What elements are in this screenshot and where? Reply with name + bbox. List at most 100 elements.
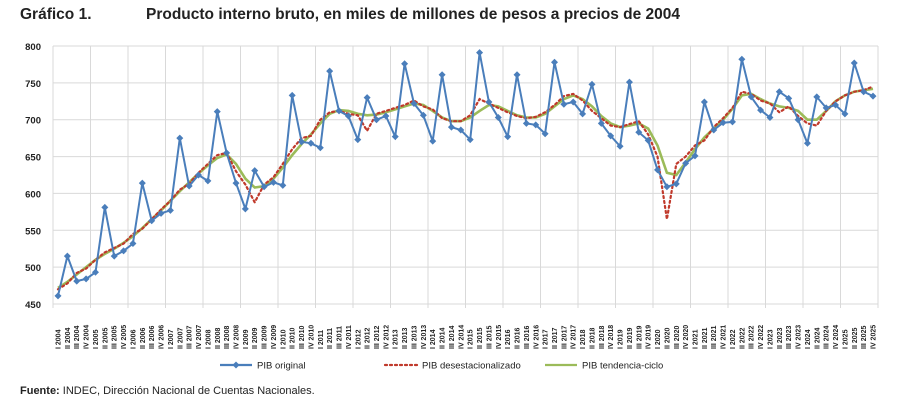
- x-tick-label: II 2017: [552, 327, 559, 349]
- x-tick-label: I 2013: [393, 329, 400, 349]
- y-tick-label: 700: [25, 116, 41, 127]
- x-tick-label: IV 2008: [233, 325, 240, 349]
- data-point: [307, 139, 315, 147]
- x-tick-label: III 2011: [337, 326, 344, 349]
- data-point: [494, 114, 502, 122]
- series-line-pib-original: [57, 52, 874, 297]
- x-tick-label: IV 2021: [721, 325, 728, 349]
- x-tick-label: III 2005: [112, 326, 119, 349]
- x-tick-label: IV 2022: [758, 325, 765, 349]
- figure-label: Gráfico 1.: [20, 6, 92, 23]
- data-point: [213, 108, 221, 116]
- x-tick-label: II 2020: [664, 327, 671, 349]
- data-point: [597, 119, 605, 127]
- data-point: [466, 136, 474, 144]
- x-tick-label: III 2007: [187, 326, 194, 349]
- data-point: [476, 49, 484, 57]
- x-tick-label: I 2014: [430, 329, 437, 349]
- x-tick-label: II 2023: [777, 327, 784, 349]
- data-point: [148, 217, 156, 225]
- data-point: [672, 180, 680, 188]
- data-point: [522, 119, 530, 127]
- x-tick-label: IV 2014: [458, 325, 465, 349]
- data-point: [803, 139, 811, 147]
- y-tick-label: 800: [25, 42, 41, 53]
- y-tick-label: 650: [25, 153, 41, 164]
- data-point: [298, 138, 306, 146]
- data-point: [260, 183, 268, 191]
- x-tick-label: III 2021: [711, 326, 718, 349]
- data-point: [232, 179, 240, 187]
- data-point: [63, 252, 71, 260]
- x-tick-label: IV 2018: [608, 325, 615, 349]
- data-point: [766, 114, 774, 122]
- data-point: [373, 116, 381, 124]
- x-tick-label: III 2010: [299, 326, 306, 349]
- legend-item: PIB desestacionalizado: [383, 361, 521, 372]
- x-tick-label: IV 2015: [496, 325, 503, 349]
- legend-item: PIB original: [220, 361, 306, 372]
- x-tick-label: I 2008: [205, 329, 212, 349]
- legend-label: PIB desestacionalizado: [422, 361, 521, 372]
- x-tick-label: I 2006: [130, 329, 137, 349]
- data-point: [326, 67, 334, 75]
- x-tick-label: III 2018: [599, 326, 606, 349]
- x-tick-label: IV 2006: [159, 325, 166, 349]
- x-tick-label: I 2015: [468, 329, 475, 349]
- x-tick-label: I 2016: [505, 329, 512, 349]
- x-tick-label: IV 2004: [84, 325, 91, 349]
- x-tick-label: III 2008: [224, 326, 231, 349]
- x-tick-label: I 2010: [280, 329, 287, 349]
- data-point: [91, 268, 99, 276]
- data-point: [625, 78, 633, 86]
- x-tick-label: II 2007: [177, 327, 184, 349]
- x-tick-label: I 2017: [543, 329, 550, 349]
- x-tick-label: II 2024: [814, 327, 821, 349]
- data-point: [728, 118, 736, 126]
- data-point: [504, 133, 512, 141]
- data-point: [850, 59, 858, 67]
- data-point: [354, 136, 362, 144]
- x-tick-label: IV 2010: [308, 325, 315, 349]
- chart-title: Gráfico 1. Producto interno bruto, en mil…: [20, 6, 680, 24]
- data-point: [54, 292, 62, 300]
- x-tick-label: II 2008: [215, 327, 222, 349]
- x-tick-label: II 2021: [702, 327, 709, 349]
- x-tick-label: III 2004: [74, 326, 81, 349]
- data-point: [579, 110, 587, 118]
- x-tick-label: III 2020: [674, 326, 681, 349]
- x-tick-label: II 2016: [515, 327, 522, 349]
- data-point: [157, 209, 165, 217]
- data-point: [841, 110, 849, 118]
- data-point: [185, 182, 193, 190]
- x-tick-label: IV 2023: [796, 325, 803, 349]
- x-tick-label: III 2025: [861, 326, 868, 349]
- x-tick-label: II 2005: [102, 327, 109, 349]
- data-point: [560, 100, 568, 108]
- x-tick-label: IV 2011: [346, 325, 353, 349]
- data-point: [288, 91, 296, 99]
- x-tick-label: II 2010: [290, 327, 297, 349]
- x-tick-label: II 2013: [402, 327, 409, 349]
- data-point: [176, 134, 184, 142]
- y-tick-label: 500: [25, 263, 41, 274]
- data-point: [401, 60, 409, 68]
- x-tick-label: I 2004: [56, 329, 63, 349]
- data-point: [532, 121, 540, 129]
- x-tick-label: IV 2016: [533, 325, 540, 349]
- x-tick-label: I 2024: [805, 329, 812, 349]
- x-tick-label: IV 2025: [871, 325, 878, 349]
- x-tick-label: III 2019: [636, 326, 643, 349]
- data-point: [813, 93, 821, 101]
- x-tick-label: IV 2007: [196, 325, 203, 349]
- data-point: [120, 247, 128, 255]
- legend-label: PIB tendencia-ciclo: [582, 361, 663, 372]
- data-point: [110, 252, 118, 260]
- x-tick-label: III 2023: [786, 326, 793, 349]
- data-point: [344, 112, 352, 120]
- data-point: [279, 181, 287, 189]
- data-point: [822, 104, 830, 112]
- data-point: [101, 203, 109, 211]
- data-point: [241, 205, 249, 213]
